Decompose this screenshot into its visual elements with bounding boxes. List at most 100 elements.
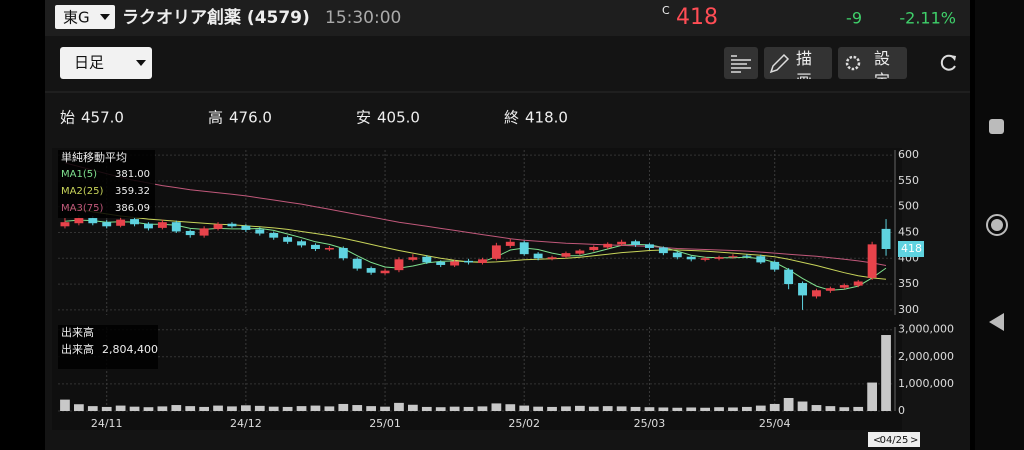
volume-bar <box>700 407 710 411</box>
time: 15:30:00 <box>325 8 401 28</box>
candle-body <box>255 229 265 234</box>
legend-name: 出来高 <box>61 342 94 356</box>
volume-bar <box>881 335 891 411</box>
home-button[interactable] <box>986 214 1008 236</box>
change-pct: -2.11% <box>899 9 956 28</box>
candle-body <box>352 258 362 269</box>
legend-name: MA1(5) <box>61 169 97 180</box>
candle-body <box>60 222 70 227</box>
indicator-button[interactable] <box>724 47 758 79</box>
candle-body <box>283 237 293 242</box>
candle-body <box>839 285 849 288</box>
volume-bar <box>115 405 126 411</box>
refresh-icon[interactable] <box>940 54 956 71</box>
candle-body <box>686 256 696 260</box>
candle-body <box>798 283 807 296</box>
candle-body <box>199 228 209 236</box>
ohlc-value: 476.0 <box>229 109 272 127</box>
cursor-date-box <box>868 432 920 447</box>
candle-body <box>853 281 863 286</box>
x-tick-label: 25/04 <box>759 417 791 430</box>
y-tick-label: 0 <box>898 404 905 417</box>
candle-body <box>478 259 487 263</box>
draw-button[interactable] <box>764 47 832 79</box>
volume-bar <box>616 406 627 411</box>
dropdown-arrow <box>100 14 110 20</box>
candle-body <box>116 219 126 226</box>
candle-body <box>603 243 613 248</box>
candle-body <box>366 268 376 273</box>
volume-bar <box>769 403 780 411</box>
candle-body <box>74 218 84 224</box>
settings-button[interactable] <box>838 47 907 79</box>
settings-label: 設定 <box>874 49 891 79</box>
volume-bar <box>686 407 697 411</box>
draw-label-box: 描画 <box>796 49 812 79</box>
candle-body <box>394 259 404 271</box>
volume-bar <box>839 407 850 411</box>
volume-bar <box>129 406 140 411</box>
x-tick-label: 25/03 <box>634 417 666 430</box>
volume-bar <box>449 406 460 411</box>
y-tick-label: 300 <box>898 303 919 316</box>
volume-bar <box>575 405 585 411</box>
candle-body <box>714 257 724 259</box>
candle-body <box>617 241 627 245</box>
volume-bar <box>491 403 502 411</box>
dropdown-arrow <box>136 60 146 66</box>
volume-bar <box>505 404 516 411</box>
legend-name: MA3(75) <box>61 203 103 214</box>
recents-button[interactable] <box>989 119 1004 134</box>
volume-bar <box>714 407 724 411</box>
volume-bar <box>241 405 251 411</box>
candle-body <box>756 256 766 263</box>
period-select[interactable] <box>60 47 152 79</box>
price-flag: C <box>662 4 670 17</box>
candle-body <box>422 256 432 263</box>
volume-bar <box>435 407 446 411</box>
indicator-icon <box>731 55 751 73</box>
period: 日足 <box>74 54 104 72</box>
refresh-arrow <box>950 55 956 61</box>
y-tick-label: 450 <box>898 226 919 239</box>
back-button[interactable] <box>989 313 1004 331</box>
volume-bar <box>742 406 752 411</box>
legend-box <box>58 325 158 369</box>
candle-body <box>825 288 835 291</box>
legend-value: 359.32 <box>115 186 150 197</box>
y-tick-label: 1,000,000 <box>898 377 954 390</box>
volume-bar <box>797 401 808 411</box>
cursor-right: > <box>910 435 918 446</box>
volume-bar <box>853 406 864 411</box>
legend-box <box>58 150 155 218</box>
volume-bar <box>171 405 182 411</box>
stock-name: ラクオリア創薬 (4579) <box>122 7 310 28</box>
volume-bar <box>87 406 98 411</box>
volume-bar <box>185 406 196 411</box>
market-select[interactable] <box>55 5 115 29</box>
volume-bar <box>199 406 209 411</box>
volume-bar <box>338 403 349 411</box>
y-tick-label: 350 <box>898 277 919 290</box>
y-tick-label: 2,000,000 <box>898 350 954 363</box>
candle-body <box>464 260 473 263</box>
candle-body <box>867 244 877 278</box>
candle-body <box>144 223 153 229</box>
y-tick-label: 550 <box>898 174 919 187</box>
volume-bar <box>254 405 265 411</box>
volume-bar <box>561 406 571 411</box>
candle-body <box>812 290 821 297</box>
volume-bar <box>477 406 488 411</box>
candle-body <box>171 222 181 232</box>
volume-bar <box>588 406 599 411</box>
candle-body <box>575 250 585 254</box>
volume-bar <box>268 406 279 411</box>
candle-body <box>672 252 682 258</box>
candle-body <box>338 247 348 259</box>
volume-bar <box>101 406 112 411</box>
candle-body <box>157 222 167 228</box>
candle-body <box>645 244 654 248</box>
candle-body <box>450 261 460 266</box>
price: 418 <box>676 5 718 30</box>
